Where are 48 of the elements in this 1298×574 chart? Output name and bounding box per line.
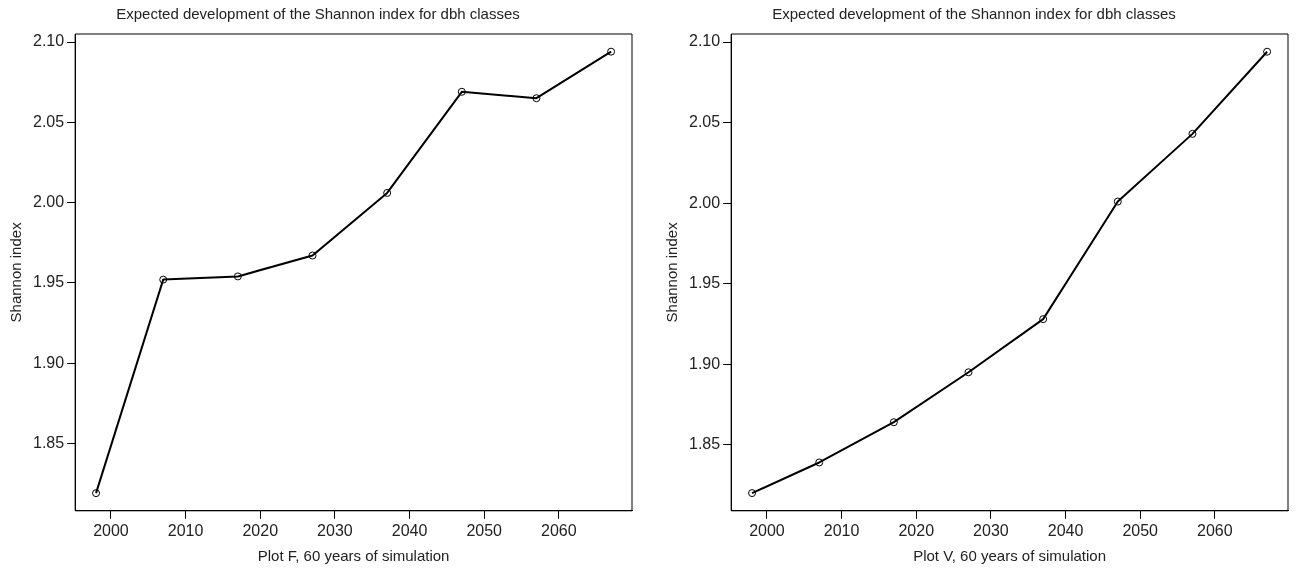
point xyxy=(1188,129,1197,138)
y-axis-title: Shannon index xyxy=(663,221,681,323)
x-tick-label: 2050 xyxy=(1122,521,1159,539)
y-tick-label: 1.95 xyxy=(33,273,65,291)
point xyxy=(1039,315,1048,324)
y-tick-label: 1.90 xyxy=(33,353,65,371)
point xyxy=(457,87,466,96)
point xyxy=(1113,197,1122,206)
x-tick-label: 2030 xyxy=(317,521,353,539)
x-tick-label: 2060 xyxy=(541,521,577,539)
chart-title: Expected development of the Shannon index for dbh classes xyxy=(772,5,1176,23)
point xyxy=(308,251,317,260)
x-tick-label: 2010 xyxy=(167,521,204,539)
x-axis-title: Plot F, 60 years of simulation xyxy=(257,547,450,565)
point xyxy=(748,489,757,498)
y-axis-title: Shannon index xyxy=(7,221,25,323)
y-tick-label: 1.90 xyxy=(689,354,721,372)
x-tick-label: 2040 xyxy=(1047,521,1084,539)
point xyxy=(815,458,824,467)
point xyxy=(889,418,898,427)
point xyxy=(92,489,101,498)
x-tick-label: 2050 xyxy=(466,521,503,539)
x-tick-label: 2020 xyxy=(898,521,935,539)
y-tick-label: 2.00 xyxy=(33,192,65,210)
y-tick-label: 1.85 xyxy=(689,435,721,453)
point xyxy=(532,94,541,103)
x-axis-title: Plot V, 60 years of simulation xyxy=(913,547,1107,565)
y-tick-label: 1.95 xyxy=(689,274,721,292)
x-tick-label: 2060 xyxy=(1197,521,1233,539)
x-tick-label: 2020 xyxy=(242,521,279,539)
x-tick-label: 2010 xyxy=(823,521,860,539)
x-tick-label: 2000 xyxy=(93,521,129,539)
x-tick-label: 2040 xyxy=(391,521,428,539)
y-tick-label: 2.10 xyxy=(33,32,65,50)
point xyxy=(607,47,616,56)
point xyxy=(233,272,242,281)
x-tick-label: 2030 xyxy=(973,521,1009,539)
y-tick-label: 1.85 xyxy=(33,433,65,451)
point xyxy=(159,275,168,284)
y-tick-label: 2.00 xyxy=(689,193,721,211)
point xyxy=(383,188,392,197)
y-tick-label: 2.05 xyxy=(33,112,65,130)
y-tick-label: 2.05 xyxy=(689,113,721,130)
point xyxy=(964,368,973,377)
chart-title: Expected development of the Shannon index for dbh classes xyxy=(116,5,520,23)
point xyxy=(1263,47,1272,56)
x-tick-label: 2000 xyxy=(749,521,785,539)
y-tick-label: 2.10 xyxy=(689,32,721,50)
